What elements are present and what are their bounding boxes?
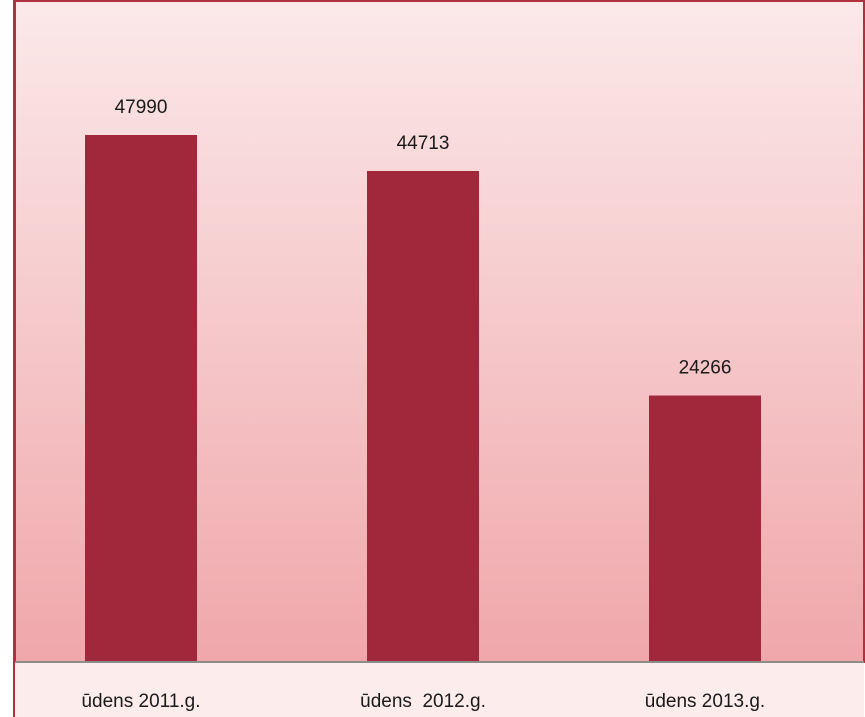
x-tick-label: ūdens 2011.g. [81,691,200,712]
bar [367,170,479,663]
x-tick-label: ūdens 2012.g. [360,691,486,712]
bar [649,395,761,662]
bar [85,135,197,662]
label-area [15,662,864,717]
value-label: 47990 [115,97,168,118]
value-label: 24266 [679,358,732,379]
x-tick-label: ūdens 2013.g. [645,691,765,712]
value-label: 44713 [397,133,450,154]
